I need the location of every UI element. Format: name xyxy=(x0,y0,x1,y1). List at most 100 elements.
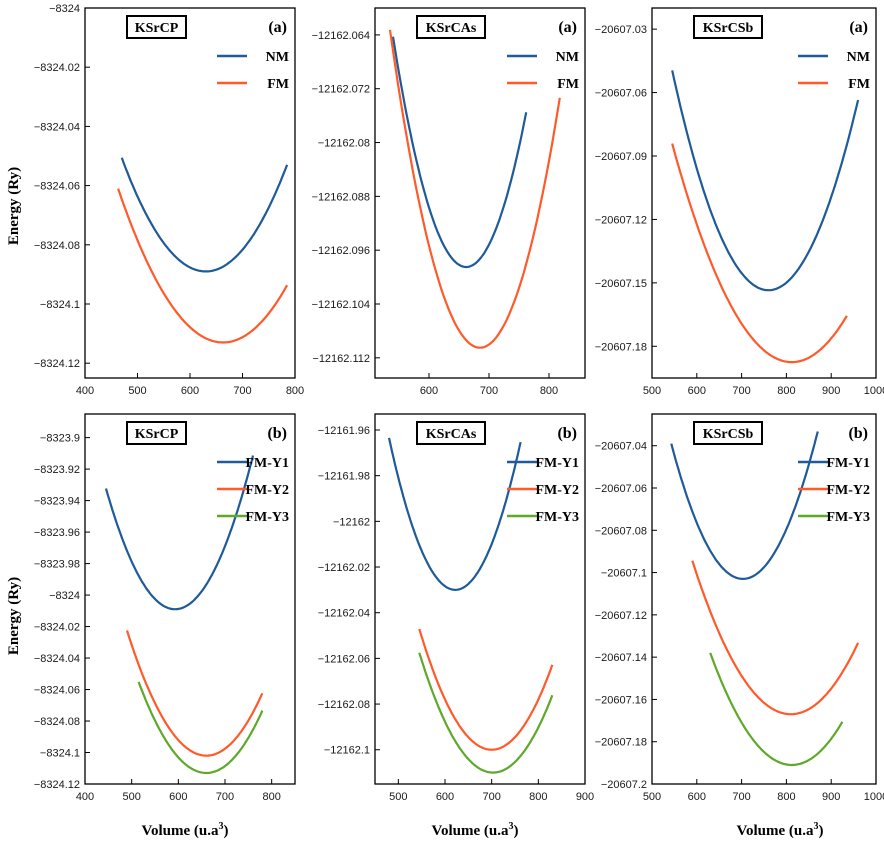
x-tick-label: 900 xyxy=(576,791,594,803)
legend-entry: FM-Y3 xyxy=(245,510,289,525)
y-tick-label: −12162.064 xyxy=(312,30,370,42)
y-tick-label: −8323.92 xyxy=(34,464,80,476)
chart-title-box xyxy=(693,421,763,445)
y-tick-label: −20607.18 xyxy=(595,737,647,749)
y-tick-label: −12162 xyxy=(333,516,370,528)
x-tick-label: 1000 xyxy=(864,791,884,803)
legend-entry: NM xyxy=(266,50,289,65)
x-tick-label: 700 xyxy=(732,791,750,803)
y-tick-label: −20607.1 xyxy=(601,568,647,580)
y-tick-label: −8323.98 xyxy=(34,559,80,571)
x-tick-label: 600 xyxy=(420,385,438,397)
series-line-fm-y1 xyxy=(387,437,522,592)
y-tick-label: −8324.08 xyxy=(34,716,80,728)
x-tick-label: 800 xyxy=(777,385,795,397)
y-tick-label: −12162.104 xyxy=(312,299,370,311)
legend-entry: FM-Y3 xyxy=(826,510,870,525)
x-tick-label: 600 xyxy=(181,385,199,397)
y-tick-label: −12162.08 xyxy=(318,138,370,150)
y-tick-label: −20607.15 xyxy=(595,278,647,290)
y-tick-label: −8324 xyxy=(49,3,80,15)
x-tick-label: 800 xyxy=(777,791,795,803)
y-tick-label: −20607.08 xyxy=(595,525,647,537)
y-tick-label: −20607.16 xyxy=(595,694,647,706)
y-tick-label: −8324 xyxy=(49,590,80,602)
series-line-fm xyxy=(671,143,848,364)
series-line-fm-y1 xyxy=(104,455,255,611)
y-axis-label-top: Energy (Ry) xyxy=(6,167,22,245)
legend-entry: FM-Y3 xyxy=(535,510,579,525)
x-tick-label: 400 xyxy=(76,791,94,803)
y-tick-label: −8324.12 xyxy=(34,358,80,370)
chart-title-box xyxy=(416,15,486,39)
series-line-fm xyxy=(388,29,561,349)
x-tick-label: 600 xyxy=(169,791,187,803)
y-tick-label: −20607.09 xyxy=(595,151,647,163)
y-tick-label: −12162.112 xyxy=(312,353,370,365)
chart-title: KSrCP xyxy=(135,21,179,36)
chart-panel-3: 500 600 700 800 900 1000 −20607.03 −20607.06 −20… xyxy=(595,7,884,397)
y-tick-label: −20607.06 xyxy=(595,88,647,100)
legend-entry: FM-Y2 xyxy=(826,483,870,498)
plot-frame xyxy=(651,7,877,379)
x-tick-label: 800 xyxy=(529,791,547,803)
x-tick-label: 1000 xyxy=(864,385,884,397)
y-tick-label: −12161.98 xyxy=(318,471,370,483)
x-axis-label-2: Volume (u.a3) xyxy=(432,821,519,839)
y-tick-label: −8324.08 xyxy=(34,240,80,252)
x-tick-label: 400 xyxy=(76,385,94,397)
x-tick-label: 700 xyxy=(233,385,251,397)
panel-label: (b) xyxy=(848,425,868,442)
x-tick-label: 800 xyxy=(262,791,280,803)
x-tick-label: 500 xyxy=(128,385,146,397)
chart-panel-2: 600 700 800 −12162.064 −12162.072 −12162.08 −1… xyxy=(312,7,586,397)
plot-frame xyxy=(374,7,586,379)
series-line-fm-y1 xyxy=(670,431,819,581)
panel-label: (a) xyxy=(558,19,577,36)
x-tick-label: 700 xyxy=(482,791,500,803)
series-line-fm xyxy=(117,188,289,344)
y-tick-label: −8323.94 xyxy=(34,496,80,508)
legend-entry: FM-Y1 xyxy=(826,456,870,471)
legend-entry: FM-Y1 xyxy=(245,456,289,471)
x-tick-label: 800 xyxy=(286,385,304,397)
chart-title: KSrCSb xyxy=(703,21,754,36)
y-tick-label: −12162.072 xyxy=(312,84,370,96)
chart-title-box xyxy=(126,421,187,445)
y-tick-label: −20607.12 xyxy=(595,610,647,622)
y-axis-label-bottom: Energy (Ry) xyxy=(6,577,22,655)
y-tick-label: −8324.06 xyxy=(34,181,80,193)
chart-panel-5: 500 600 700 800 900 −12161.96 −12161.98 −12162 −… xyxy=(318,413,594,803)
x-tick-label: 600 xyxy=(688,385,706,397)
y-tick-label: −12161.96 xyxy=(318,425,370,437)
series-line-fm-y2 xyxy=(691,560,860,716)
series-line-fm-y3 xyxy=(137,681,264,775)
panel-label: (a) xyxy=(849,19,868,36)
panel-label: (b) xyxy=(557,425,577,442)
y-tick-label: −12162.04 xyxy=(318,608,370,620)
x-tick-label: 700 xyxy=(216,791,234,803)
x-axis-label-1: Volume (u.a3) xyxy=(142,821,229,839)
plot-frame xyxy=(84,413,296,785)
series-line-fm-y2 xyxy=(418,628,554,751)
y-tick-label: −20607.2 xyxy=(601,779,647,791)
y-tick-label: −8324.02 xyxy=(34,62,80,74)
chart-title: KSrCSb xyxy=(703,427,754,442)
x-tick-label: 700 xyxy=(480,385,498,397)
chart-panel-6: 500 600 700 800 900 1000 −20607.04 −20607.06 −20… xyxy=(595,413,884,803)
x-tick-label: 500 xyxy=(643,791,661,803)
chart-panel-1: 400 500 600 700 800 −8324 −8324.02 −8324.04 −832… xyxy=(34,3,304,397)
y-tick-label: −20607.14 xyxy=(595,652,647,664)
series-line-nm xyxy=(391,36,528,269)
x-tick-label: 700 xyxy=(732,385,750,397)
y-tick-label: −20607.03 xyxy=(595,24,647,36)
y-tick-label: −12162.1 xyxy=(324,745,370,757)
legend-entry: FM xyxy=(848,77,870,92)
y-tick-label: −12162.088 xyxy=(312,191,370,203)
plot-frame xyxy=(374,413,586,785)
legend-entry: NM xyxy=(847,50,870,65)
y-tick-label: −8324.1 xyxy=(40,299,80,311)
chart-title: KSrCAs xyxy=(426,427,477,442)
y-tick-label: −12162.08 xyxy=(318,699,370,711)
y-tick-label: −12162.06 xyxy=(318,653,370,665)
